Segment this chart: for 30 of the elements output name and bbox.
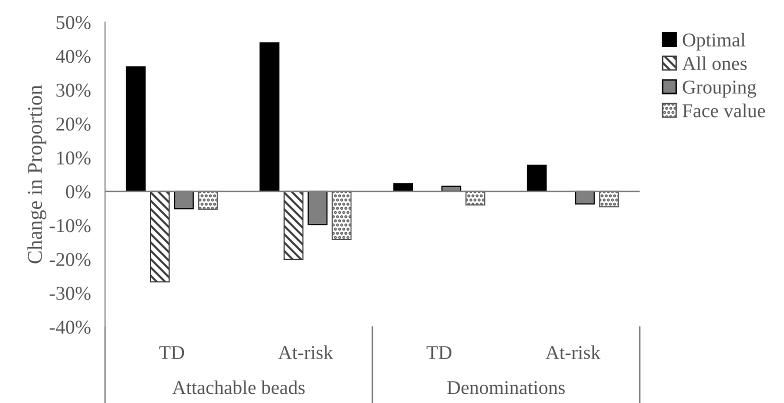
bar: [599, 190, 619, 208]
text: Denominations: [447, 381, 565, 394]
x-tick-label: TD: [426, 346, 452, 359]
bar: [260, 42, 280, 192]
x-tick-label: At-risk: [546, 345, 600, 360]
y-tick-label: 40%: [56, 50, 91, 64]
bar: [284, 190, 304, 260]
y-tick-label: 0%: [66, 185, 91, 198]
bar: [150, 190, 170, 282]
bar: [198, 190, 218, 210]
y-tick-label: -30%: [50, 286, 91, 300]
y-axis-title: Change in Proportion: [27, 85, 46, 264]
legend-label: All ones: [682, 56, 747, 70]
legend-label: Grouping: [682, 80, 756, 98]
y-tick-label: -20%: [50, 252, 91, 266]
legend-label: Optimal: [682, 32, 746, 50]
bar: [526, 164, 547, 192]
bar: [332, 190, 352, 240]
y-tick-label: -10%: [50, 219, 91, 232]
bar: [126, 66, 146, 192]
y-tick-label: 10%: [57, 151, 91, 165]
y-tick-label: 30%: [56, 84, 91, 97]
x-tick-label: TD: [159, 346, 184, 359]
text: Attachable beads: [172, 380, 305, 394]
y-tick-label: 20%: [56, 118, 91, 131]
y-tick-label: 50%: [56, 16, 91, 30]
x-tick-label: At-risk: [278, 345, 334, 360]
bar: [465, 190, 486, 206]
legend-label: Face value: [682, 104, 766, 118]
y-tick-label: -40%: [50, 320, 91, 334]
